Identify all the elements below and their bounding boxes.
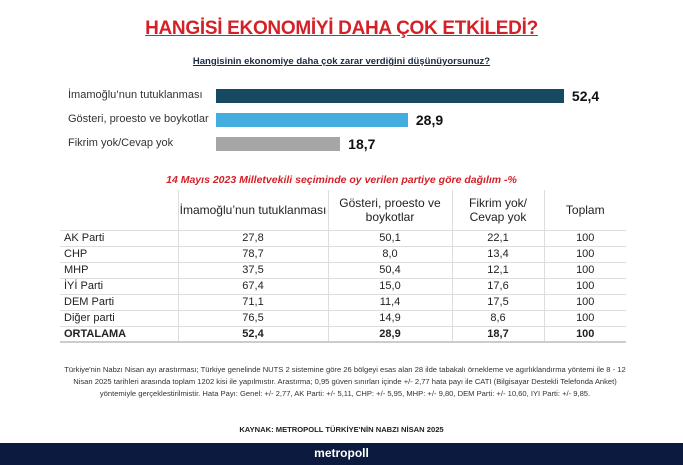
bar-row: Fikrim yok/Cevap yok 18,7 [68, 136, 668, 152]
bar-label: İmamoğlu’nun tutuklanması [68, 89, 203, 101]
row-label: ORTALAMA [60, 325, 178, 343]
table-cell: 100 [543, 325, 626, 343]
bar-row: Gösteri, proesto ve boykotlar 28,9 [68, 112, 668, 128]
table-row: CHP 78,7 8,0 13,4 100 [60, 245, 626, 262]
table-cell: 76,5 [177, 309, 328, 326]
table-cell: 17,5 [451, 293, 544, 310]
bar-value-label: 52,4 [571, 88, 600, 104]
table-cell: 52,4 [177, 325, 328, 343]
table-cell: 71,1 [177, 293, 328, 310]
page-title: HANGİSİ EKONOMİYİ DAHA ÇOK ETKİLEDİ? [145, 18, 538, 39]
column-header [60, 190, 178, 230]
table-row: AK Parti 27,8 50,1 22,1 100 [60, 229, 626, 246]
table-row: Diğer parti 76,5 14,9 8,6 100 [60, 309, 626, 326]
table-cell: 18,7 [451, 325, 544, 343]
source-text: KAYNAK: METROPOLL TÜRKİYE'NİN NABZI NİSA… [239, 425, 444, 434]
column-header: Toplam [543, 190, 626, 230]
table-row: ORTALAMA 52,4 28,9 18,7 100 [60, 325, 626, 343]
table-cell: 100 [543, 277, 626, 294]
column-header: Gösteri, proesto ve boykotlar [327, 190, 452, 230]
table-cell: 67,4 [177, 277, 328, 294]
table-cell: 100 [543, 261, 626, 278]
table-cell: 11,4 [327, 293, 452, 310]
crosstab-table: İmamoğlu’nun tutuklanması Gösteri, proest… [60, 190, 626, 343]
row-label: Diğer parti [60, 309, 178, 326]
footer-brand: metropoll [0, 443, 683, 465]
table-cell: 12,1 [451, 261, 544, 278]
table-row: MHP 37,5 50,4 12,1 100 [60, 261, 626, 278]
table-row: İYİ Parti 67,4 15,0 17,6 100 [60, 277, 626, 294]
bar-value-label: 18,7 [348, 136, 376, 152]
table-cell: 13,4 [451, 245, 544, 262]
table-cell: 50,4 [327, 261, 452, 278]
table-cell: 15,0 [327, 277, 452, 294]
table-cell: 14,9 [327, 309, 452, 326]
bar-label: Gösteri, proesto ve boykotlar [68, 113, 209, 125]
column-header: İmamoğlu’nun tutuklanması [177, 190, 328, 230]
table-cell: 100 [543, 229, 626, 246]
table-cell: 100 [543, 309, 626, 326]
table-header-row: İmamoğlu’nun tutuklanması Gösteri, proest… [60, 190, 626, 230]
bar-row: İmamoğlu’nun tutuklanması 52,4 [68, 88, 668, 104]
table-cell: 8,0 [327, 245, 452, 262]
row-label: DEM Parti [60, 293, 178, 310]
table-cell: 28,9 [327, 325, 452, 343]
row-label: CHP [60, 245, 178, 262]
question-subtitle: Hangisinin ekonomiye daha çok zarar verd… [192, 56, 491, 67]
table-cell: 50,1 [327, 229, 452, 246]
table-cell: 78,7 [177, 245, 328, 262]
bar [216, 137, 341, 151]
column-header: Fikrim yok/ Cevap yok [451, 190, 544, 230]
table-cell: 100 [543, 293, 626, 310]
bar [216, 89, 564, 103]
row-label: MHP [60, 261, 178, 278]
row-label: İYİ Parti [60, 277, 178, 294]
methodology-note: Türkiye'nin Nabzı Nisan ayı arastırması;… [64, 365, 626, 398]
table-cell: 100 [543, 245, 626, 262]
bar-value-label: 28,9 [415, 112, 444, 128]
table-row: DEM Parti 71,1 11,4 17,5 100 [60, 293, 626, 310]
row-label: AK Parti [60, 229, 178, 246]
table-cell: 37,5 [177, 261, 328, 278]
bar-label: Fikrim yok/Cevap yok [68, 137, 174, 149]
table-cell: 22,1 [451, 229, 544, 246]
bar [216, 113, 408, 127]
table-cell: 8,6 [451, 309, 544, 326]
table-cell: 17,6 [451, 277, 544, 294]
table-title: 14 Mayıs 2023 Milletvekili seçiminde oy … [166, 174, 517, 186]
table-cell: 27,8 [177, 229, 328, 246]
